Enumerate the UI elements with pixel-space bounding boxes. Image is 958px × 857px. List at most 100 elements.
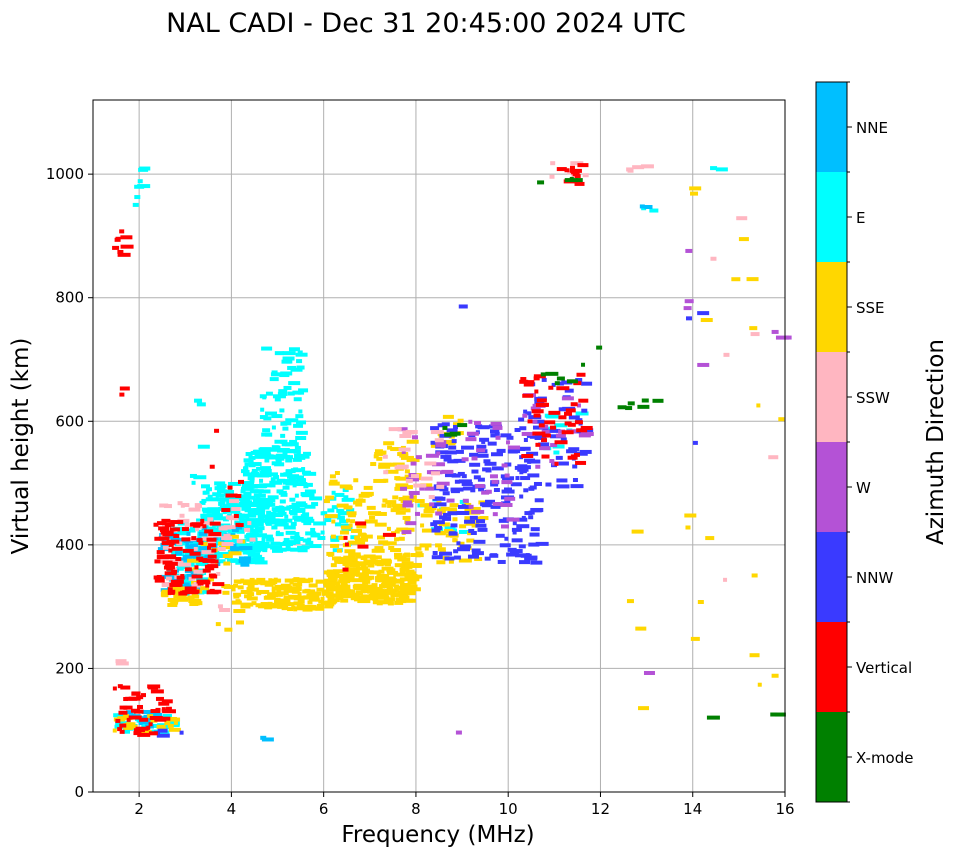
echo-point <box>410 495 417 500</box>
x-tick-label: 6 <box>319 800 329 818</box>
echo-point <box>364 519 378 524</box>
echo-point <box>366 505 376 510</box>
echo-point <box>467 554 479 559</box>
echo-point <box>193 594 200 599</box>
echo-point <box>521 454 534 459</box>
echo-point <box>210 559 219 564</box>
echo-point <box>177 518 190 523</box>
echo-point <box>181 527 189 532</box>
echo-point <box>293 601 304 606</box>
y-tick-label: 200 <box>55 659 84 677</box>
echo-point <box>466 431 479 436</box>
echo-point <box>378 569 385 574</box>
echo-point <box>508 445 521 450</box>
echo-point <box>569 168 582 173</box>
echo-point <box>218 526 228 531</box>
echo-point <box>177 501 183 506</box>
x-tick-label: 4 <box>227 800 237 818</box>
echo-point <box>524 556 538 561</box>
echo-point <box>749 653 760 658</box>
echo-point <box>255 533 267 538</box>
echo-point <box>246 580 259 585</box>
echo-point <box>167 723 174 728</box>
echo-point <box>388 546 395 551</box>
echo-point <box>404 474 409 479</box>
echo-point <box>350 569 355 574</box>
echo-point <box>420 513 433 518</box>
echo-point <box>117 727 123 732</box>
echo-point <box>378 462 392 467</box>
echo-point <box>455 730 462 735</box>
echo-point <box>341 525 352 530</box>
echo-point <box>156 733 170 738</box>
colorbar-segment-x-mode <box>816 712 847 802</box>
echo-point <box>214 516 228 521</box>
echo-point <box>155 696 164 701</box>
echo-point <box>236 514 250 519</box>
echo-point <box>519 560 531 565</box>
echo-point <box>632 165 645 170</box>
echo-point <box>303 521 312 526</box>
echo-point <box>249 501 256 506</box>
echo-point <box>211 529 223 534</box>
echo-point <box>147 684 161 689</box>
echo-point <box>578 398 589 403</box>
echo-point <box>402 515 411 520</box>
echo-point <box>198 540 204 545</box>
echo-point <box>523 409 528 414</box>
echo-point <box>304 606 317 611</box>
echo-point <box>356 524 367 529</box>
echo-point <box>363 558 368 563</box>
echo-point <box>181 537 191 542</box>
echo-point <box>499 543 511 548</box>
echo-point <box>501 489 515 494</box>
echo-point <box>143 714 149 719</box>
echo-point <box>556 478 568 483</box>
echo-point <box>136 718 141 723</box>
echo-point <box>580 425 593 430</box>
echo-point <box>564 178 578 183</box>
echo-point <box>260 407 265 412</box>
echo-point <box>435 511 443 516</box>
echo-point <box>130 708 140 713</box>
echo-point <box>535 464 541 469</box>
echo-point <box>224 489 235 494</box>
echo-point <box>383 470 389 475</box>
echo-point <box>278 447 290 452</box>
echo-point <box>313 521 327 526</box>
echo-point <box>282 451 288 456</box>
echo-point <box>262 548 268 553</box>
echo-point <box>295 352 308 357</box>
echo-point <box>378 464 391 469</box>
echo-point <box>470 530 477 535</box>
echo-point <box>467 531 472 536</box>
echo-point <box>334 559 342 564</box>
echo-point <box>407 580 417 585</box>
echo-point <box>442 491 450 496</box>
echo-point <box>644 205 653 210</box>
echo-point <box>531 409 544 414</box>
echo-point <box>190 522 202 527</box>
echo-point <box>191 574 203 579</box>
series-x-mode <box>442 176 786 720</box>
echo-point <box>436 560 446 565</box>
echo-point <box>375 578 387 583</box>
echo-point <box>575 178 583 183</box>
colorbar-tick-label: SSE <box>856 299 885 317</box>
echo-point <box>296 365 305 370</box>
echo-point <box>279 499 286 504</box>
echo-point <box>241 602 254 607</box>
echo-point <box>749 326 758 331</box>
echo-point <box>344 565 350 570</box>
echo-point <box>331 519 336 524</box>
echo-point <box>510 482 522 487</box>
echo-point <box>320 600 327 605</box>
echo-point <box>436 508 441 513</box>
echo-point <box>200 484 210 489</box>
echo-point <box>576 372 586 377</box>
echo-point <box>195 504 203 509</box>
echo-point <box>383 441 395 446</box>
echo-point <box>360 556 365 561</box>
colorbar-tick-label: W <box>856 479 871 497</box>
colorbar-tick-label: SSW <box>856 389 890 407</box>
